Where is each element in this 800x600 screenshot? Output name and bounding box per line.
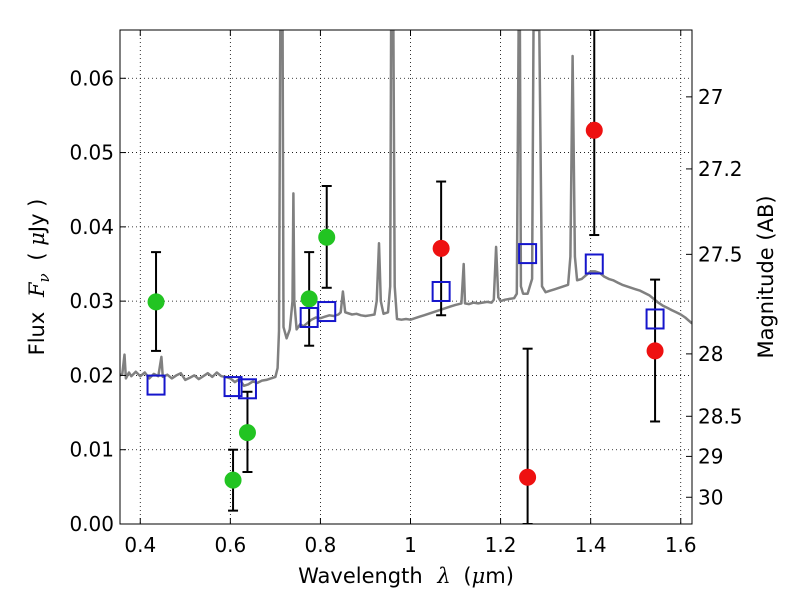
- y2-tick-label: 27.2: [698, 157, 743, 181]
- x-tick-label: 0.8: [305, 533, 337, 557]
- green-point: [238, 424, 256, 442]
- y-axis-label: Flux Fν ( μJy ): [25, 199, 54, 356]
- plot-frame: [119, 29, 693, 525]
- y2-tick-label: 29: [698, 444, 723, 468]
- x-tick-label: 1: [404, 533, 417, 557]
- model-square: [146, 374, 166, 396]
- y-tick-label: 0.06: [69, 66, 114, 90]
- red-point: [646, 342, 664, 360]
- x-tick-label: 1.2: [485, 533, 517, 557]
- y-tick-label: 0.00: [69, 512, 114, 536]
- red-point: [585, 121, 603, 139]
- red-point: [432, 239, 450, 257]
- red-point: [519, 468, 537, 486]
- model-square: [645, 308, 665, 330]
- x-tick-label: 0.4: [124, 533, 156, 557]
- y-tick-label: 0.02: [69, 363, 114, 387]
- y2-tick-label: 28.5: [698, 404, 743, 428]
- model-square: [223, 376, 243, 398]
- x-axis: 0.4 0.6 0.8 1 1.2 1.4 1.6: [124, 30, 697, 557]
- y2-tick-label: 30: [698, 485, 723, 509]
- green-point: [300, 290, 318, 308]
- y2-tick-label: 28: [698, 342, 723, 366]
- model-square: [237, 378, 257, 400]
- spectrum-line: [120, 30, 692, 388]
- model-square: [518, 243, 538, 265]
- y2-tick-label: 27: [698, 85, 723, 109]
- x-tick-label: 1.4: [575, 533, 607, 557]
- plot-area: [120, 30, 692, 524]
- model-square: [317, 301, 337, 323]
- x-axis-label: Wavelength λ (μm): [298, 564, 514, 588]
- y2-tick-label: 27.5: [698, 242, 743, 266]
- green-point: [147, 293, 165, 311]
- green-point: [224, 471, 242, 489]
- y-tick-label: 0.03: [69, 289, 114, 313]
- green-point: [318, 228, 336, 246]
- model-square: [584, 253, 604, 275]
- y-axis-left: 0.00 0.01 0.02 0.03 0.04 0.05 0.06: [69, 66, 126, 536]
- y-tick-label: 0.05: [69, 141, 114, 165]
- x-tick-label: 1.6: [665, 533, 697, 557]
- y-axis-right: 27 27.2 27.5 28 28.5 29 30: [686, 85, 743, 509]
- y-tick-label: 0.04: [69, 215, 114, 239]
- y-tick-label: 0.01: [69, 438, 114, 462]
- y2-axis-label: Magnitude (AB): [754, 195, 778, 358]
- model-square: [431, 280, 451, 302]
- x-tick-label: 0.6: [214, 533, 246, 557]
